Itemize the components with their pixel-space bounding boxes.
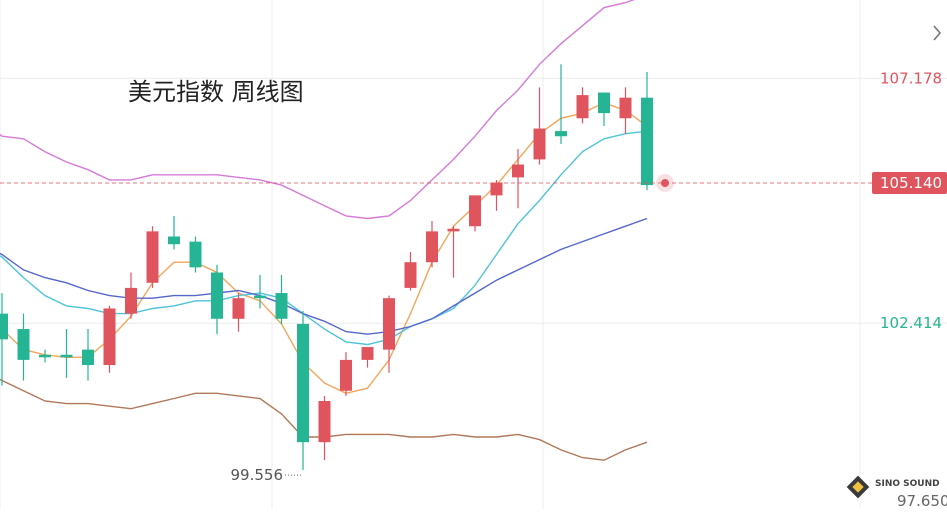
- candle-body: [619, 97, 632, 119]
- bottom-price-label: 97.650: [897, 492, 947, 509]
- candle-body: [60, 354, 73, 358]
- candle-body: [576, 95, 589, 119]
- chart-title: 美元指数 周线图: [128, 78, 304, 106]
- candle-body: [641, 97, 653, 186]
- current-price-label: 105.140: [880, 174, 942, 192]
- candle-body: [404, 262, 417, 288]
- low-price-label: 99.556: [231, 466, 284, 484]
- candle-body: [426, 231, 438, 263]
- markers: 99.556: [0, 174, 872, 484]
- candle: [168, 215, 180, 250]
- brand-logo-text: SINO SOUND: [875, 479, 940, 489]
- candle: [469, 195, 481, 232]
- candle: [447, 226, 460, 278]
- candle: [254, 275, 266, 309]
- candle-body: [555, 131, 567, 137]
- candle-body: [490, 182, 503, 196]
- candle-body: [82, 349, 94, 366]
- candle: [619, 87, 632, 134]
- candle-body: [189, 241, 202, 268]
- candle: [125, 272, 137, 319]
- candle-body: [383, 298, 395, 350]
- candle-body: [39, 354, 51, 358]
- candle-body: [297, 323, 309, 443]
- candle: [426, 221, 438, 268]
- candle-body: [125, 287, 137, 314]
- candle: [404, 251, 417, 291]
- candle: [103, 305, 116, 373]
- chevron-right-icon: [933, 25, 942, 41]
- candle: [383, 295, 395, 373]
- upper-price-label: 107.178: [880, 69, 942, 87]
- candle-body: [275, 293, 288, 319]
- series-ma-slow: [0, 217, 648, 335]
- candle: [533, 87, 546, 165]
- candle: [361, 347, 374, 368]
- candle: [490, 179, 503, 211]
- current-price-dot: [661, 179, 669, 188]
- candle-body: [17, 329, 30, 360]
- candle-body: [318, 401, 331, 443]
- candle: [82, 329, 94, 381]
- candle-body: [232, 298, 245, 319]
- candle: [60, 329, 73, 378]
- candle: [555, 64, 567, 144]
- candle: [211, 264, 223, 335]
- candle-body: [211, 272, 223, 319]
- candle: [39, 349, 51, 363]
- candle: [0, 293, 8, 386]
- candle-body: [447, 228, 460, 232]
- lower-price-label: 102.414: [880, 314, 942, 332]
- candle: [17, 313, 30, 381]
- candle: [232, 293, 245, 332]
- candles: [0, 64, 653, 471]
- candle: [512, 149, 524, 209]
- candle-body: [254, 295, 266, 299]
- series-upper-band: [0, 0, 635, 220]
- candle: [275, 275, 288, 324]
- candle-body: [533, 128, 546, 160]
- candle: [318, 395, 331, 461]
- candle-body: [0, 313, 8, 340]
- candle-body: [598, 92, 610, 114]
- candle-body: [469, 195, 481, 227]
- series-ma-mid: [0, 130, 648, 346]
- series-lower-band: [0, 378, 648, 461]
- candle: [576, 87, 589, 124]
- candle: [598, 92, 610, 126]
- candle-body: [512, 164, 524, 178]
- candle: [340, 352, 352, 396]
- candle-body: [146, 231, 159, 283]
- candle-body: [103, 308, 116, 366]
- candle: [146, 226, 159, 288]
- candle-body: [340, 359, 352, 391]
- candle: [297, 311, 309, 471]
- price-axis: 107.178 105.140 102.414 97.650: [872, 69, 947, 510]
- current-price-box: [872, 172, 947, 195]
- candle-body: [361, 347, 374, 360]
- candle-body: [168, 236, 180, 245]
- candle: [641, 71, 653, 191]
- candle: [189, 236, 202, 273]
- collapse-panel-button[interactable]: [930, 18, 947, 46]
